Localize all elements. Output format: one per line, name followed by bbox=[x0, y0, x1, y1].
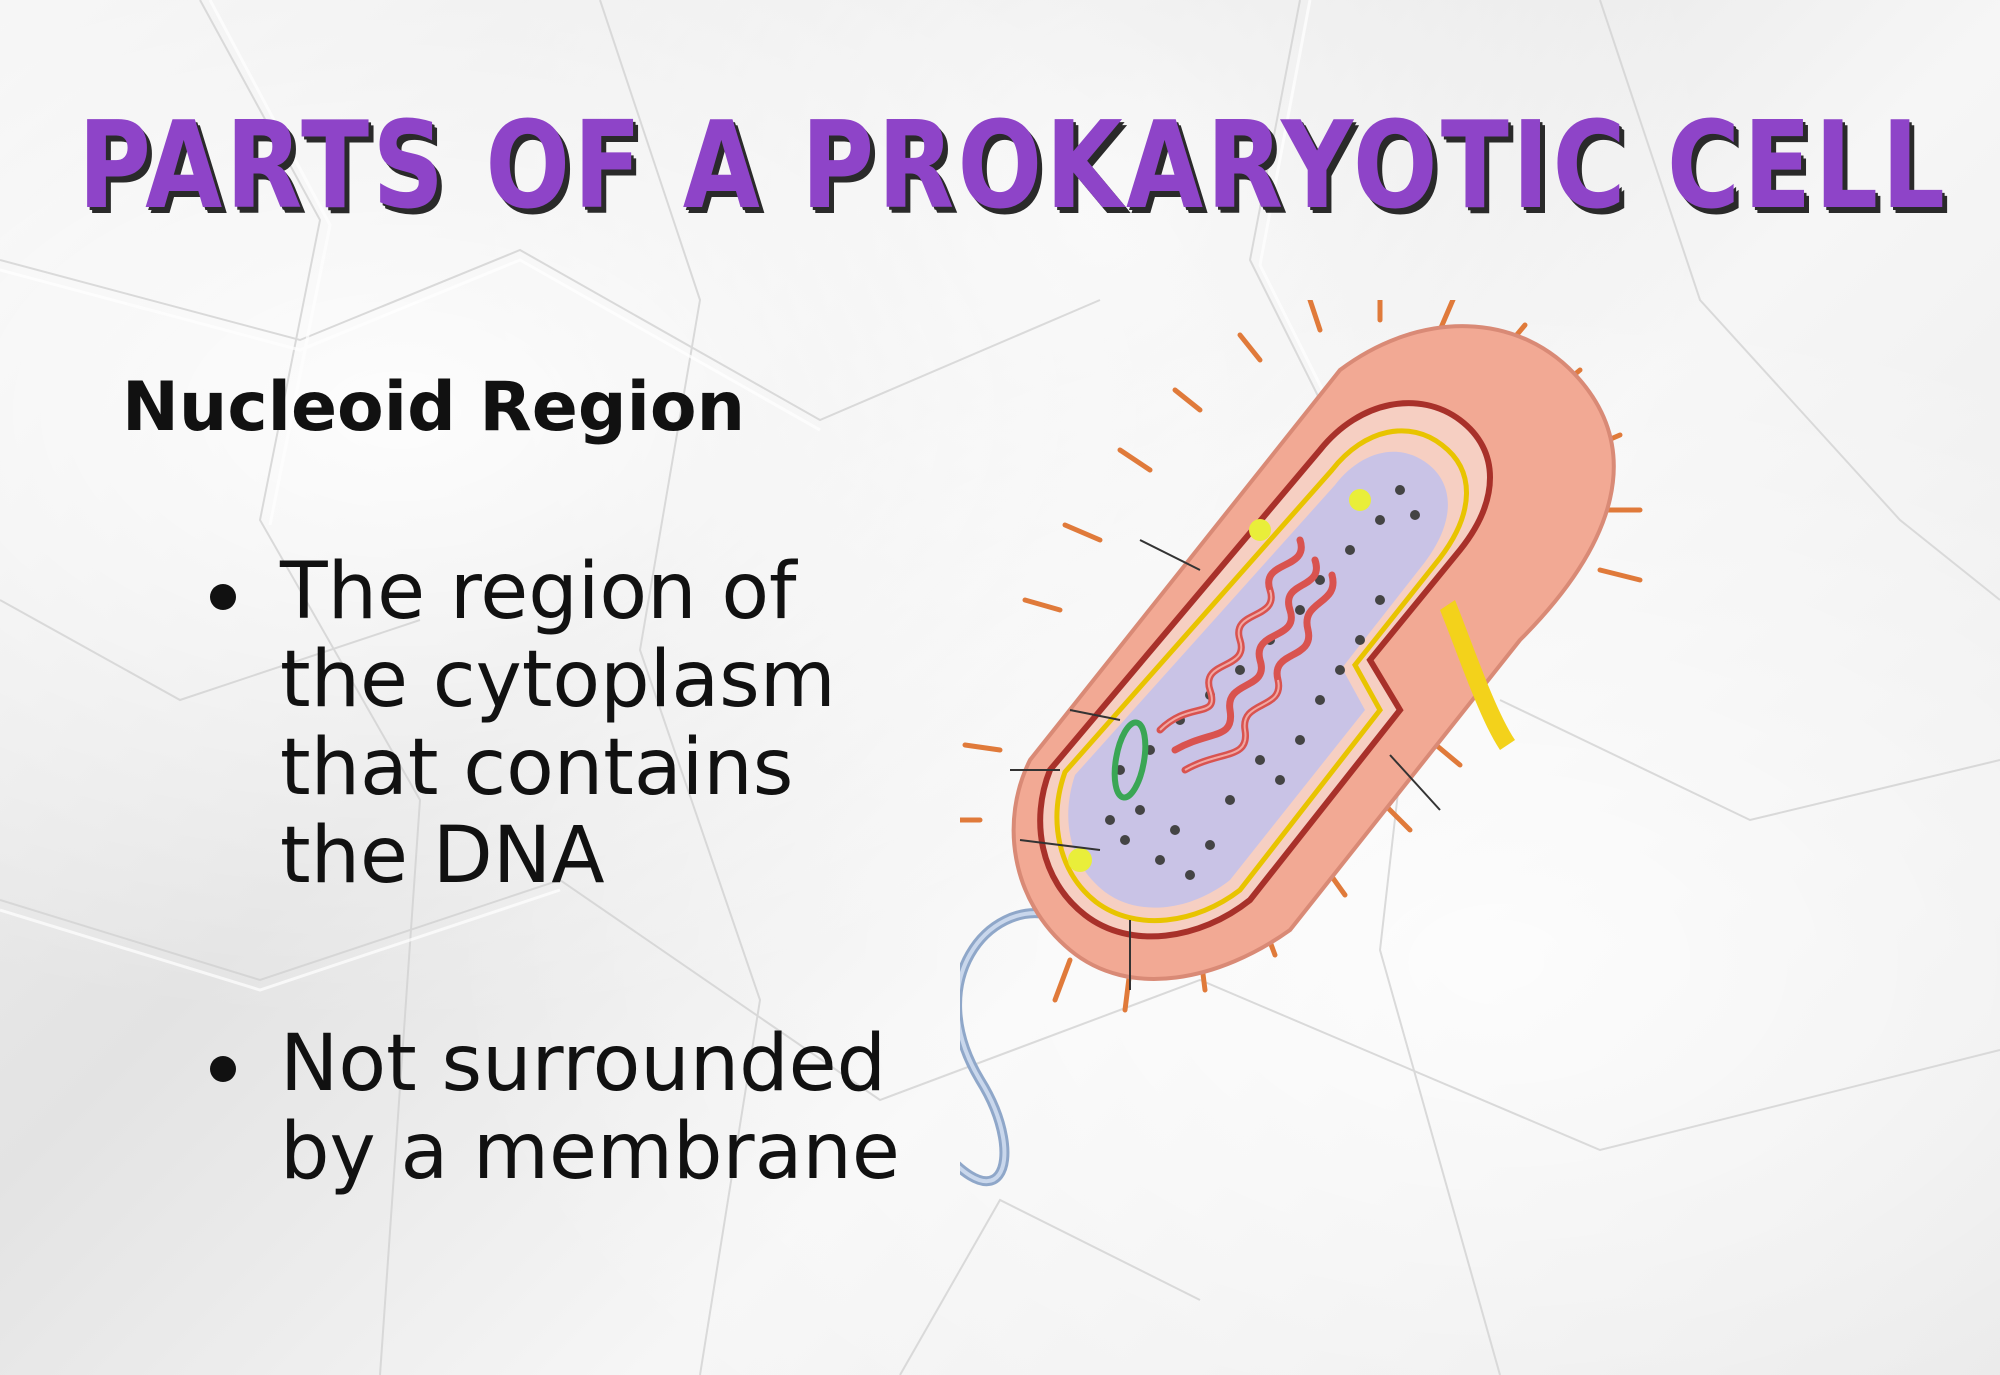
plasmid bbox=[1111, 719, 1149, 801]
flagellum bbox=[960, 908, 1055, 1187]
section-heading: Nucleoid Region bbox=[122, 368, 746, 447]
page-title: PARTS OF A PROKARYOTIC CELL bbox=[78, 97, 1949, 236]
bullet-list: The region of the cytoplasm that contain… bbox=[200, 548, 960, 1196]
bullet-item: The region of the cytoplasm that contain… bbox=[200, 548, 960, 900]
bullet-dot-icon bbox=[210, 1056, 236, 1082]
bullet-line: by a membrane bbox=[280, 1107, 900, 1197]
bullet-line: the DNA bbox=[280, 811, 605, 901]
bullet-line: Not surrounded bbox=[280, 1019, 887, 1109]
inclusions bbox=[1068, 489, 1371, 872]
prokaryotic-cell-illustration bbox=[960, 300, 1643, 1187]
bullet-line: that contains bbox=[280, 723, 794, 813]
bullet-dot-icon bbox=[210, 584, 236, 610]
bullet-item: Not surrounded by a membrane bbox=[200, 1020, 960, 1196]
bullet-line: the cytoplasm bbox=[280, 635, 836, 725]
bullet-line: The region of bbox=[280, 547, 797, 637]
